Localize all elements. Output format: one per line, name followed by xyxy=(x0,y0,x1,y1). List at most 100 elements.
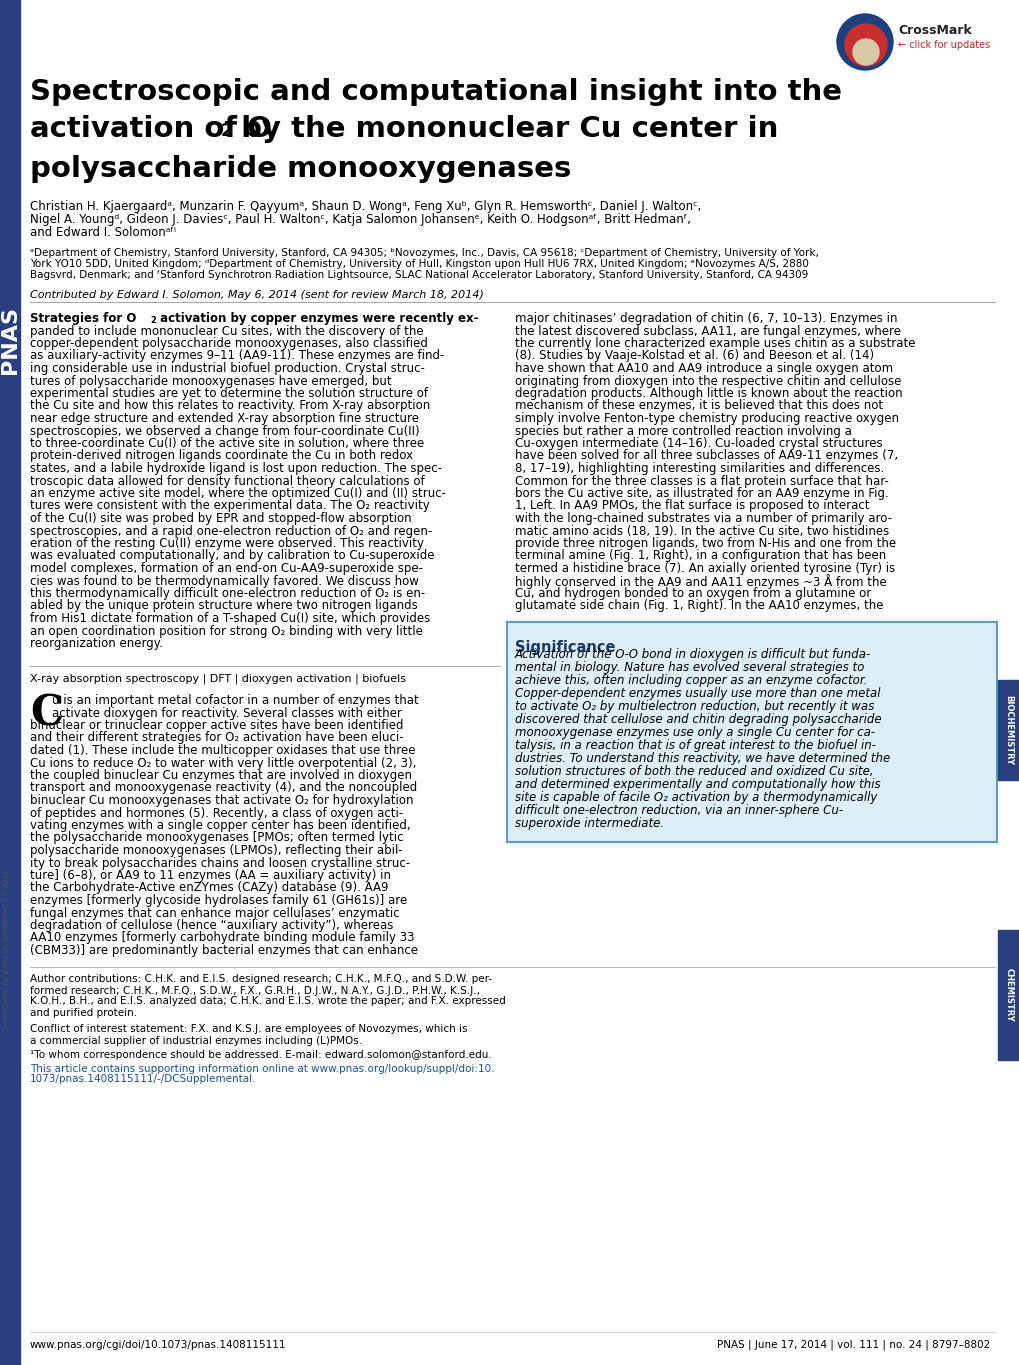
Text: binuclear Cu monooxygenases that activate O₂ for hydroxylation: binuclear Cu monooxygenases that activat… xyxy=(30,794,413,807)
Text: Bagsvrd, Denmark; and ᶠStanford Synchrotron Radiation Lightsource, SLAC National: Bagsvrd, Denmark; and ᶠStanford Synchrot… xyxy=(30,270,807,280)
Text: polysaccharide monooxygenases (LPMOs), reflecting their abil-: polysaccharide monooxygenases (LPMOs), r… xyxy=(30,844,403,857)
Text: and their different strategies for O₂ activation have been eluci-: and their different strategies for O₂ ac… xyxy=(30,732,404,744)
Text: 1073/pnas.1408115111/-/DCSupplemental.: 1073/pnas.1408115111/-/DCSupplemental. xyxy=(30,1074,256,1085)
Text: was evaluated computationally, and by calibration to Cu-superoxide: was evaluated computationally, and by ca… xyxy=(30,550,434,562)
Text: an open coordination position for strong O₂ binding with very little: an open coordination position for strong… xyxy=(30,625,423,637)
Text: enzymes [formerly glycoside hydrolases family 61 (GH61s)] are: enzymes [formerly glycoside hydrolases f… xyxy=(30,894,407,906)
Text: 2: 2 xyxy=(221,121,233,141)
Text: the Carbohydrate-Active enZYmes (CAZy) database (9). AA9: the Carbohydrate-Active enZYmes (CAZy) d… xyxy=(30,882,388,894)
Text: binuclear or trinuclear copper active sites have been identified: binuclear or trinuclear copper active si… xyxy=(30,719,404,732)
Text: mechanism of these enzymes, it is believed that this does not: mechanism of these enzymes, it is believ… xyxy=(515,400,882,412)
Text: ¹To whom correspondence should be addressed. E-mail: edward.solomon@stanford.edu: ¹To whom correspondence should be addres… xyxy=(30,1051,491,1061)
Text: and determined experimentally and computationally how this: and determined experimentally and comput… xyxy=(515,778,879,790)
Text: fungal enzymes that can enhance major cellulases’ enzymatic: fungal enzymes that can enhance major ce… xyxy=(30,906,399,920)
Text: formed research; C.H.K., M.F.Q., S.D.W., F.X., G.R.H., D.J.W., N.A.Y., G.J.D., P: formed research; C.H.K., M.F.Q., S.D.W.,… xyxy=(30,986,480,995)
Text: Cu-oxygen intermediate (14–16). Cu-loaded crystal structures: Cu-oxygen intermediate (14–16). Cu-loade… xyxy=(515,437,881,450)
Text: AA10 enzymes [formerly carbohydrate binding module family 33: AA10 enzymes [formerly carbohydrate bind… xyxy=(30,931,414,945)
Text: monooxygenase enzymes use only a single Cu center for ca-: monooxygenase enzymes use only a single … xyxy=(515,726,874,738)
Text: mental in biology. Nature has evolved several strategies to: mental in biology. Nature has evolved se… xyxy=(515,661,863,674)
Text: model complexes, formation of an end-on Cu-AA9-superoxide spe-: model complexes, formation of an end-on … xyxy=(30,562,423,575)
Text: achieve this, often including copper as an enzyme cofactor.: achieve this, often including copper as … xyxy=(515,674,866,687)
Text: C: C xyxy=(30,692,63,734)
Text: and Edward I. Solomonᵃᶠⁱ: and Edward I. Solomonᵃᶠⁱ xyxy=(30,227,176,239)
Text: 2: 2 xyxy=(150,317,156,325)
Circle shape xyxy=(852,40,878,66)
Text: Significance: Significance xyxy=(515,640,614,655)
Text: the polysaccharide monooxygenases [PMOs; often termed lytic: the polysaccharide monooxygenases [PMOs;… xyxy=(30,831,404,845)
Text: ity to break polysaccharides chains and loosen crystalline struc-: ity to break polysaccharides chains and … xyxy=(30,856,410,870)
Text: superoxide intermediate.: superoxide intermediate. xyxy=(515,818,663,830)
Text: with the long-chained substrates via a number of primarily aro-: with the long-chained substrates via a n… xyxy=(515,512,892,526)
Text: originating from dioxygen into the respective chitin and cellulose: originating from dioxygen into the respe… xyxy=(515,374,901,388)
Text: and purified protein.: and purified protein. xyxy=(30,1007,137,1017)
Text: Activation of the O-O bond in dioxygen is difficult but funda-: Activation of the O-O bond in dioxygen i… xyxy=(515,648,870,661)
Text: protein-derived nitrogen ligands coordinate the Cu in both redox: protein-derived nitrogen ligands coordin… xyxy=(30,449,413,463)
Text: This article contains supporting information online at www.pnas.org/lookup/suppl: This article contains supporting informa… xyxy=(30,1063,494,1073)
Text: to activate O₂ by multielectron reduction, but recently it was: to activate O₂ by multielectron reductio… xyxy=(515,700,873,713)
Text: Common for the three classes is a flat protein surface that har-: Common for the three classes is a flat p… xyxy=(515,475,888,487)
Text: eration of the resting Cu(II) enzyme were observed. This reactivity: eration of the resting Cu(II) enzyme wer… xyxy=(30,536,424,550)
Text: the latest discovered subclass, AA11, are fungal enzymes, where: the latest discovered subclass, AA11, ar… xyxy=(515,325,900,337)
Text: have shown that AA10 and AA9 introduce a single oxygen atom: have shown that AA10 and AA9 introduce a… xyxy=(515,362,893,375)
Text: tures of polysaccharide monooxygenases have emerged, but: tures of polysaccharide monooxygenases h… xyxy=(30,374,391,388)
Text: provide three nitrogen ligands, two from N-His and one from the: provide three nitrogen ligands, two from… xyxy=(515,536,896,550)
Text: the coupled binuclear Cu enzymes that are involved in dioxygen: the coupled binuclear Cu enzymes that ar… xyxy=(30,768,412,782)
Text: to three-coordinate Cu(I) of the active site in solution, where three: to three-coordinate Cu(I) of the active … xyxy=(30,437,424,450)
Text: PNAS: PNAS xyxy=(0,306,20,374)
Text: ᵃDepartment of Chemistry, Stanford University, Stanford, CA 94305; ᵇNovozymes, I: ᵃDepartment of Chemistry, Stanford Unive… xyxy=(30,248,818,258)
Text: copper-dependent polysaccharide monooxygenases, also classified: copper-dependent polysaccharide monooxyg… xyxy=(30,337,427,349)
Text: simply involve Fenton-type chemistry producing reactive oxygen: simply involve Fenton-type chemistry pro… xyxy=(515,412,898,425)
Text: termed a histidine brace (7). An axially oriented tyrosine (Tyr) is: termed a histidine brace (7). An axially… xyxy=(515,562,895,575)
Text: glutamate side chain (Fig. 1, Right). In the AA10 enzymes, the: glutamate side chain (Fig. 1, Right). In… xyxy=(515,599,882,613)
Text: CHEMISTRY: CHEMISTRY xyxy=(1004,968,1013,1022)
Text: Christian H. Kjaergaardᵃ, Munzarin F. Qayyumᵃ, Shaun D. Wongᵃ, Feng Xuᵇ, Glyn R.: Christian H. Kjaergaardᵃ, Munzarin F. Qa… xyxy=(30,201,701,213)
Text: PNAS | June 17, 2014 | vol. 111 | no. 24 | 8797–8802: PNAS | June 17, 2014 | vol. 111 | no. 24… xyxy=(716,1340,989,1350)
Text: of the Cu(I) site was probed by EPR and stopped-flow absorption: of the Cu(I) site was probed by EPR and … xyxy=(30,512,412,526)
Text: transport and monooxygenase reactivity (4), and the noncoupled: transport and monooxygenase reactivity (… xyxy=(30,782,417,794)
Text: cies was found to be thermodynamically favored. We discuss how: cies was found to be thermodynamically f… xyxy=(30,575,419,587)
Text: York YO10 5DD, United Kingdom; ᵈDepartment of Chemistry, University of Hull, Kin: York YO10 5DD, United Kingdom; ᵈDepartme… xyxy=(30,259,808,269)
Text: Cu, and hydrogen bonded to an oxygen from a glutamine or: Cu, and hydrogen bonded to an oxygen fro… xyxy=(515,587,870,601)
Text: Copper-dependent enzymes usually use more than one metal: Copper-dependent enzymes usually use mor… xyxy=(515,687,879,700)
Text: Cu ions to reduce O₂ to water with very little overpotential (2, 3),: Cu ions to reduce O₂ to water with very … xyxy=(30,756,416,770)
Text: Contributed by Edward I. Solomon, May 6, 2014 (sent for review March 18, 2014): Contributed by Edward I. Solomon, May 6,… xyxy=(30,289,483,300)
Text: by the mononuclear Cu center in: by the mononuclear Cu center in xyxy=(230,115,777,143)
Text: dustries. To understand this reactivity, we have determined the: dustries. To understand this reactivity,… xyxy=(515,752,890,764)
Text: spectroscopies, and a rapid one-electron reduction of O₂ and regen-: spectroscopies, and a rapid one-electron… xyxy=(30,524,432,538)
Text: states, and a labile hydroxide ligand is lost upon reduction. The spec-: states, and a labile hydroxide ligand is… xyxy=(30,461,441,475)
Circle shape xyxy=(837,14,892,70)
Text: activation by copper enzymes were recently ex-: activation by copper enzymes were recent… xyxy=(156,313,478,325)
Text: talysis, in a reaction that is of great interest to the biofuel in-: talysis, in a reaction that is of great … xyxy=(515,738,875,752)
Bar xyxy=(0,0,20,1365)
Text: major chitinases’ degradation of chitin (6, 7, 10–13). Enzymes in: major chitinases’ degradation of chitin … xyxy=(515,313,897,325)
Text: www.pnas.org/cgi/doi/10.1073/pnas.1408115111: www.pnas.org/cgi/doi/10.1073/pnas.140811… xyxy=(30,1340,286,1350)
Text: vating enzymes with a single copper center has been identified,: vating enzymes with a single copper cent… xyxy=(30,819,411,833)
Text: bors the Cu active site, as illustrated for an AA9 enzyme in Fig.: bors the Cu active site, as illustrated … xyxy=(515,487,888,500)
Text: CrossMark: CrossMark xyxy=(897,23,971,37)
Text: tures were consistent with the experimental data. The O₂ reactivity: tures were consistent with the experimen… xyxy=(30,500,429,512)
Text: troscopic data allowed for density functional theory calculations of: troscopic data allowed for density funct… xyxy=(30,475,424,487)
Bar xyxy=(506,622,996,842)
Text: Downloaded by guest on September 25, 2021: Downloaded by guest on September 25, 202… xyxy=(3,870,9,1031)
Text: K.O.H., B.H., and E.I.S. analyzed data; C.H.K. and E.I.S. wrote the paper; and F: K.O.H., B.H., and E.I.S. analyzed data; … xyxy=(30,996,505,1006)
Text: from His1 dictate formation of a T-shaped Cu(I) site, which provides: from His1 dictate formation of a T-shape… xyxy=(30,612,430,625)
Text: terminal amine (Fig. 1, Right), in a configuration that has been: terminal amine (Fig. 1, Right), in a con… xyxy=(515,550,886,562)
Text: ing considerable use in industrial biofuel production. Crystal struc-: ing considerable use in industrial biofu… xyxy=(30,362,425,375)
Bar xyxy=(997,930,1019,1061)
Text: 1, Left. In AA9 PMOs, the flat surface is proposed to interact: 1, Left. In AA9 PMOs, the flat surface i… xyxy=(515,500,868,512)
Text: activate dioxygen for reactivity. Several classes with either: activate dioxygen for reactivity. Severa… xyxy=(52,707,401,719)
Text: species but rather a more controlled reaction involving a: species but rather a more controlled rea… xyxy=(515,425,851,438)
Text: solution structures of both the reduced and oxidized Cu site,: solution structures of both the reduced … xyxy=(515,764,872,778)
Text: experimental studies are yet to determine the solution structure of: experimental studies are yet to determin… xyxy=(30,388,428,400)
Text: X-ray absorption spectroscopy | DFT | dioxygen activation | biofuels: X-ray absorption spectroscopy | DFT | di… xyxy=(30,673,406,684)
Text: matic amino acids (18, 19). In the active Cu site, two histidines: matic amino acids (18, 19). In the activ… xyxy=(515,524,889,538)
Text: this thermodynamically difficult one-electron reduction of O₂ is en-: this thermodynamically difficult one-ele… xyxy=(30,587,425,601)
Text: abled by the unique protein structure where two nitrogen ligands: abled by the unique protein structure wh… xyxy=(30,599,418,613)
Text: polysaccharide monooxygenases: polysaccharide monooxygenases xyxy=(30,156,571,183)
Text: ture] (6–8), or AA9 to 11 enzymes (AA = auxiliary activity) in: ture] (6–8), or AA9 to 11 enzymes (AA = … xyxy=(30,870,390,882)
Text: spectroscopies, we observed a change from four-coordinate Cu(II): spectroscopies, we observed a change fro… xyxy=(30,425,419,438)
Text: site is capable of facile O₂ activation by a thermodynamically: site is capable of facile O₂ activation … xyxy=(515,790,876,804)
Text: have been solved for all three subclasses of AA9-11 enzymes (7,: have been solved for all three subclasse… xyxy=(515,449,898,463)
Text: reorganization energy.: reorganization energy. xyxy=(30,637,163,650)
Text: Spectroscopic and computational insight into the: Spectroscopic and computational insight … xyxy=(30,78,841,106)
